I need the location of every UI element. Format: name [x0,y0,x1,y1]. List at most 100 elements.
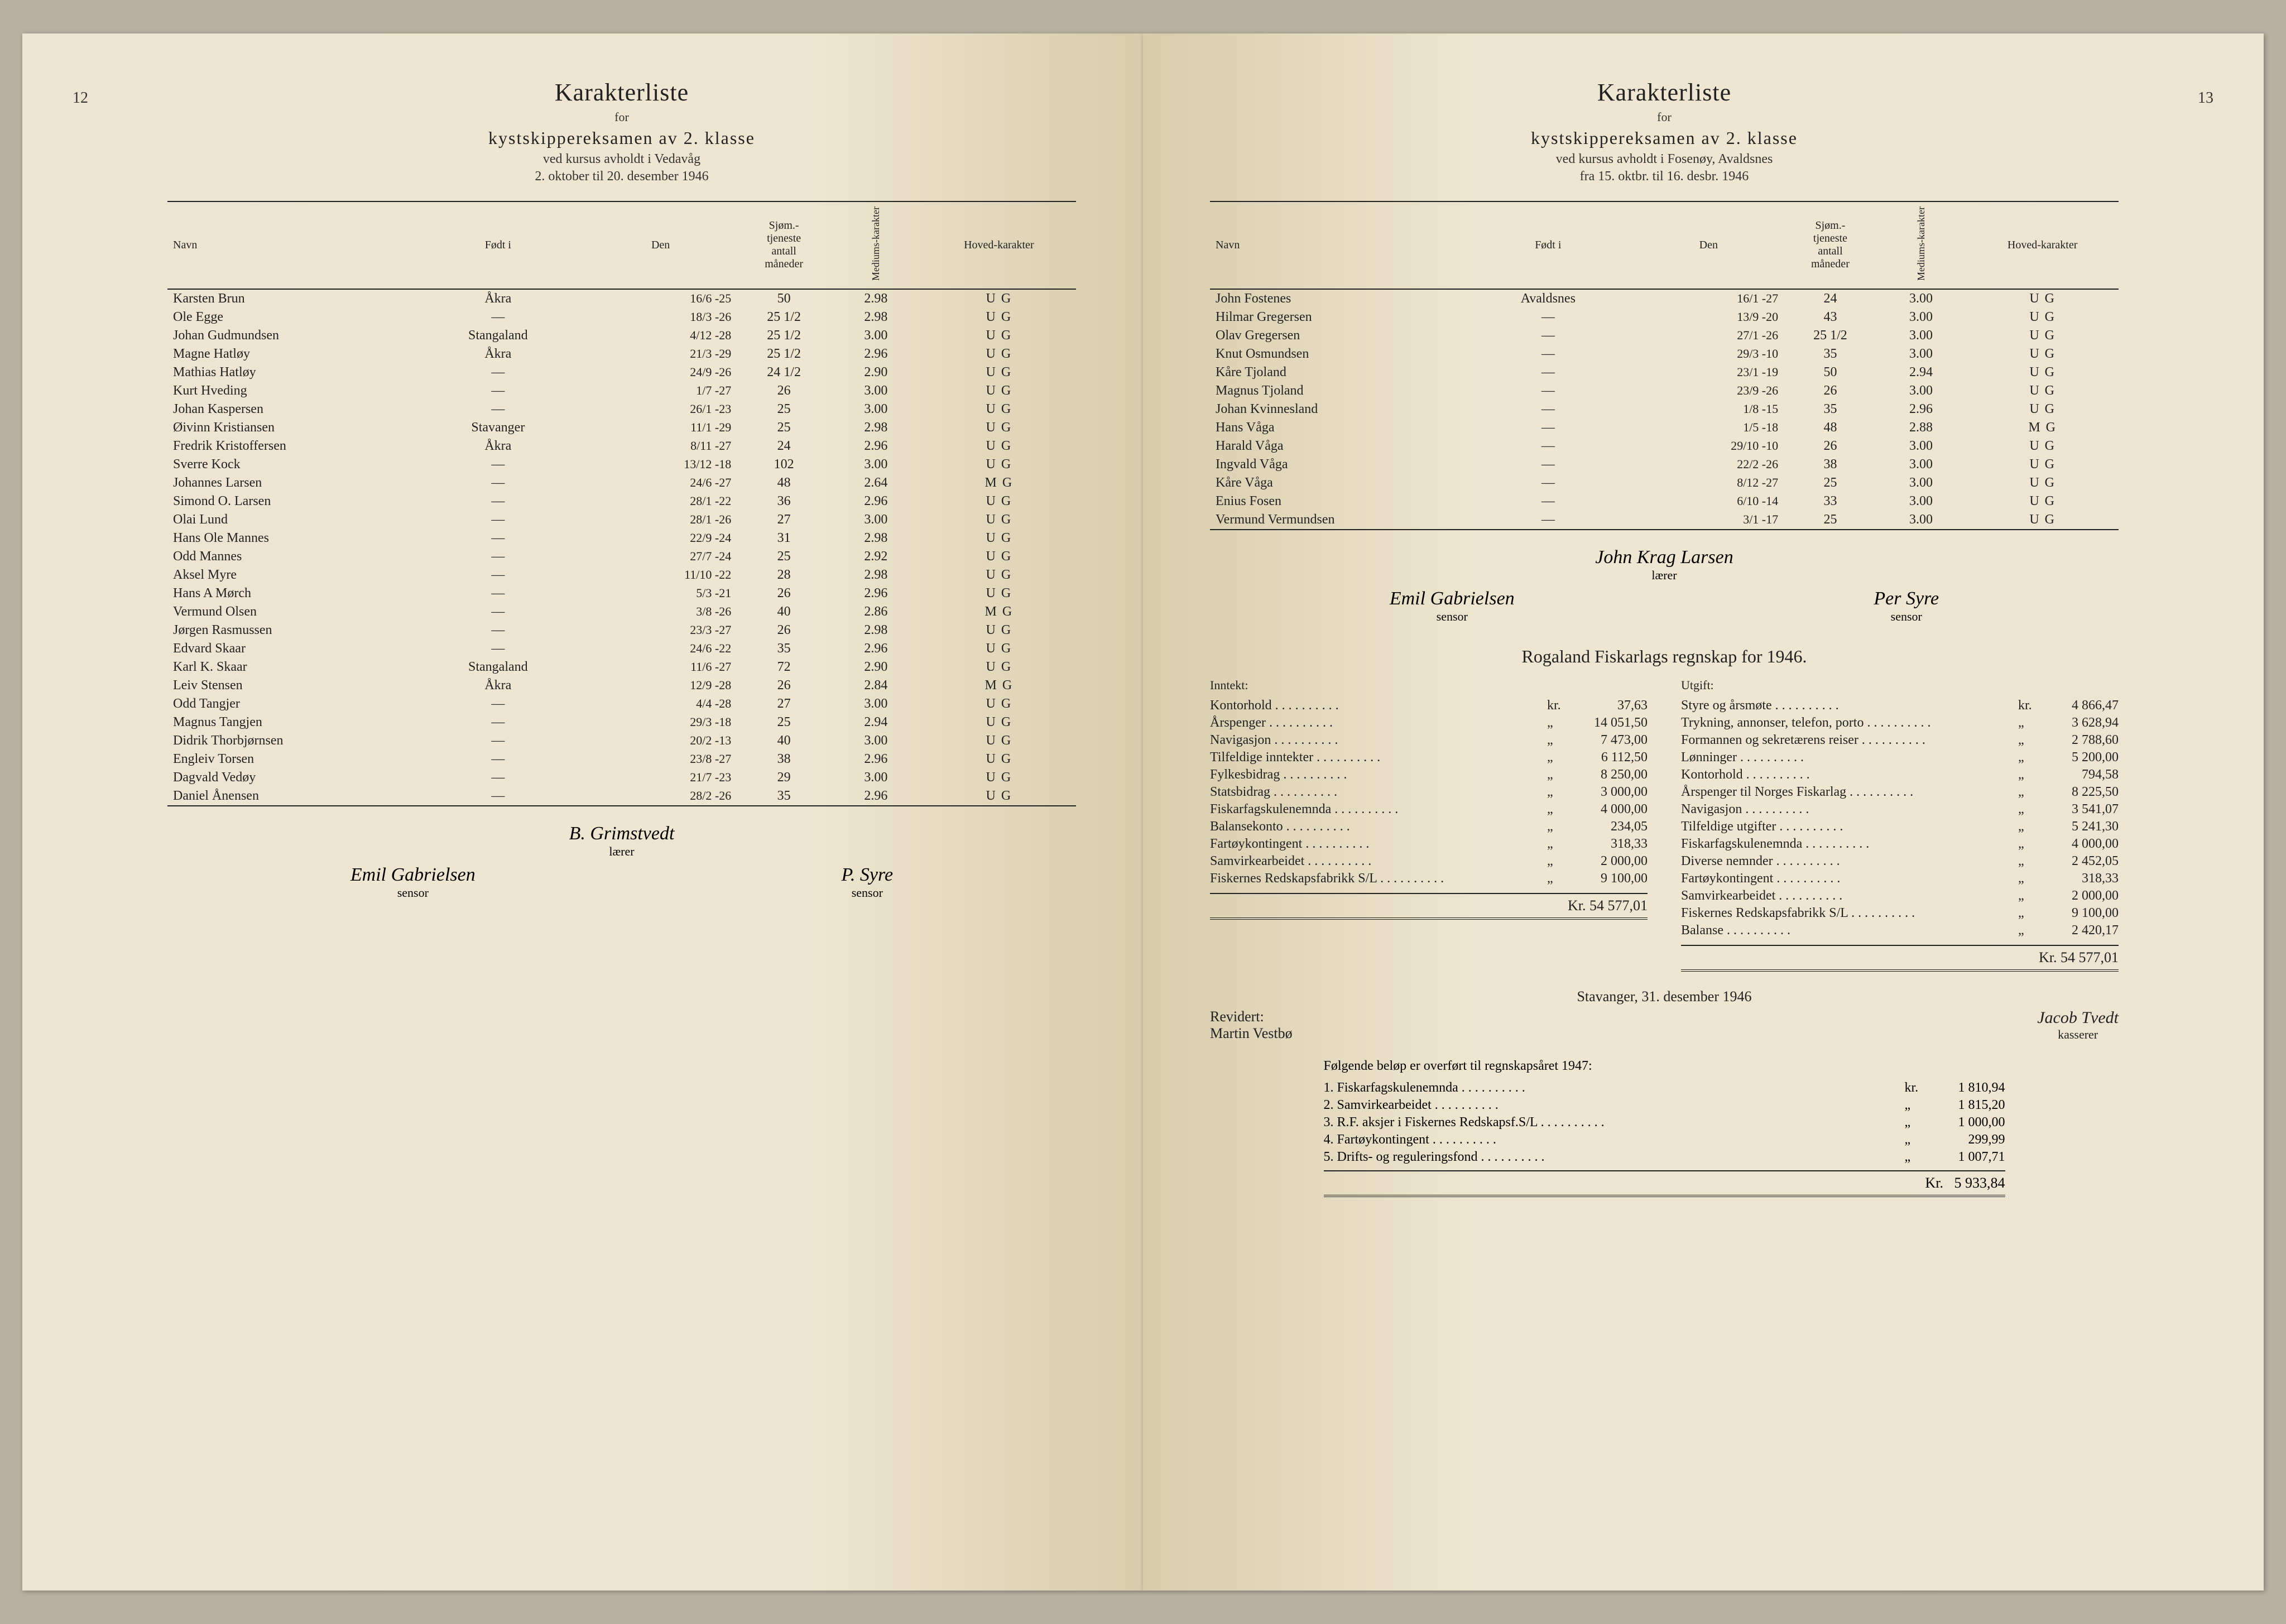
cell-grade: U G [922,529,1076,547]
cell-date: 13/9 -20 [1632,308,1785,326]
cell-name: Magne Hatløy [167,345,413,363]
ledger-label: 5. Drifts- og reguleringsfond . . . . . … [1324,1150,1905,1165]
ledger-currency: „ [1547,871,1569,886]
ledger-label: Kontorhold . . . . . . . . . . [1681,767,2018,782]
cell-birthplace: — [1464,345,1632,363]
ledger-amount: 2 452,05 [2040,854,2119,869]
ledger-amount: 2 000,00 [1569,854,1648,869]
col-medium: Mediums-karakter [830,201,922,289]
cell-date: 13/12 -18 [583,455,738,474]
cell-months: 25 [738,400,830,419]
sensor-2: P. Syre sensor [842,864,894,900]
cell-date: 29/3 -10 [1632,345,1785,363]
cell-months: 25 [738,547,830,566]
cell-grade: U G [922,658,1076,676]
cell-months: 24 [1785,289,1876,308]
cell-birthplace: Avaldsnes [1464,289,1632,308]
cell-name: Knut Osmundsen [1210,345,1464,363]
cell-grade: U G [1966,382,2119,400]
cell-birthplace: — [413,732,583,750]
table-row: Hans A Mørch—5/3 -21262.96U G [167,584,1076,603]
cell-medium: 3.00 [830,511,922,529]
cell-grade: U G [1966,308,2119,326]
cell-months: 25 1/2 [1785,326,1876,345]
teacher-name: B. Grimstvedt [167,823,1076,844]
title-for: for [167,110,1076,124]
cell-months: 102 [738,455,830,474]
table-row: Sverre Kock—13/12 -181023.00U G [167,455,1076,474]
ledger-currency: kr. [1905,1080,1927,1096]
cell-date: 12/9 -28 [583,676,738,695]
cell-birthplace: — [1464,511,1632,530]
table-row: Olai Lund—28/1 -26273.00U G [167,511,1076,529]
cell-grade: U G [922,584,1076,603]
ledger-line: Diverse nemnder . . . . . . . . . .„2 45… [1681,853,2119,870]
cell-name: Leiv Stensen [167,676,413,695]
course-dates: 2. oktober til 20. desember 1946 [167,169,1076,184]
cell-medium: 3.00 [830,382,922,400]
cell-name: Vermund Olsen [167,603,413,621]
cell-date: 26/1 -23 [583,400,738,419]
ledger-amount: 8 250,00 [1569,767,1648,782]
cell-birthplace: — [413,363,583,382]
table-row: Dagvald Vedøy—21/7 -23293.00U G [167,768,1076,787]
cell-medium: 2.98 [830,621,922,640]
cell-name: Magnus Tangjen [167,713,413,732]
subtitle: kystskippereksamen av 2. klasse [1210,128,2119,148]
ledger-line: Navigasjon . . . . . . . . . .„3 541,07 [1681,801,2119,818]
cell-name: Odd Tangjer [167,695,413,713]
cell-months: 26 [1785,437,1876,455]
cell-medium: 3.00 [830,695,922,713]
cell-date: 21/3 -29 [583,345,738,363]
cell-medium: 2.98 [830,529,922,547]
cell-medium: 2.94 [830,713,922,732]
ledger-label: Årspenger til Norges Fiskarlag . . . . .… [1681,785,2018,800]
cell-medium: 3.00 [1876,455,1967,474]
cell-grade: U G [922,326,1076,345]
ledger-line: Fiskernes Redskapsfabrikk S/L . . . . . … [1681,905,2119,922]
cell-grade: U G [1966,437,2119,455]
cell-birthplace: — [413,308,583,326]
table-row: Enius Fosen—6/10 -14333.00U G [1210,492,2119,511]
cell-medium: 2.90 [830,363,922,382]
cell-birthplace: — [413,640,583,658]
title: Karakterliste [1210,78,2119,107]
cell-grade: U G [922,345,1076,363]
cell-months: 26 [1785,382,1876,400]
cell-name: Mathias Hatløy [167,363,413,382]
ledger-currency: „ [2018,785,2040,800]
ledger-line: Fylkesbidrag . . . . . . . . . .„8 250,0… [1210,766,1648,784]
table-row: Engleiv Torsen—23/8 -27382.96U G [167,750,1076,768]
cell-months: 35 [1785,345,1876,363]
table-row: Johannes Larsen—24/6 -27482.64M G [167,474,1076,492]
cell-medium: 2.96 [830,640,922,658]
cell-birthplace: — [1464,363,1632,382]
place-date: Stavanger, 31. desember 1946 [1210,988,2119,1005]
cell-name: Johan Gudmundsen [167,326,413,345]
ledger-line: Kontorhold . . . . . . . . . .„794,58 [1681,766,2119,784]
table-row: Jørgen Rasmussen—23/3 -27262.98U G [167,621,1076,640]
ledger-amount: 1 815,20 [1927,1098,2005,1113]
table-row: Ingvald Våga—22/2 -26383.00U G [1210,455,2119,474]
cell-name: Fredrik Kristoffersen [167,437,413,455]
cell-birthplace: Stavanger [413,419,583,437]
cell-date: 28/2 -26 [583,787,738,806]
utgift-col: Utgift: Styre og årsmøte . . . . . . . .… [1681,678,2119,972]
cell-medium: 2.86 [830,603,922,621]
page-right: 13 Karakterliste for kystskippereksamen … [1143,33,2264,1591]
cell-months: 25 [1785,474,1876,492]
ledger-label: Balansekonto . . . . . . . . . . [1210,819,1547,834]
cell-medium: 3.00 [1876,437,1967,455]
cell-date: 11/1 -29 [583,419,738,437]
sensor-1: Emil Gabrielsen sensor [1390,588,1515,624]
cell-grade: M G [1966,419,2119,437]
cell-months: 40 [738,732,830,750]
table-row: Fredrik KristoffersenÅkra8/11 -27242.96U… [167,437,1076,455]
cell-medium: 2.96 [830,345,922,363]
cell-name: Simond O. Larsen [167,492,413,511]
table-row: Daniel Ånensen—28/2 -26352.96U G [167,787,1076,806]
ledger-label: Diverse nemnder . . . . . . . . . . [1681,854,2018,869]
signatures-left: B. Grimstvedt lærer Emil Gabrielsen sens… [167,823,1076,900]
ledger-amount: 318,33 [1569,837,1648,852]
cell-name: Olai Lund [167,511,413,529]
